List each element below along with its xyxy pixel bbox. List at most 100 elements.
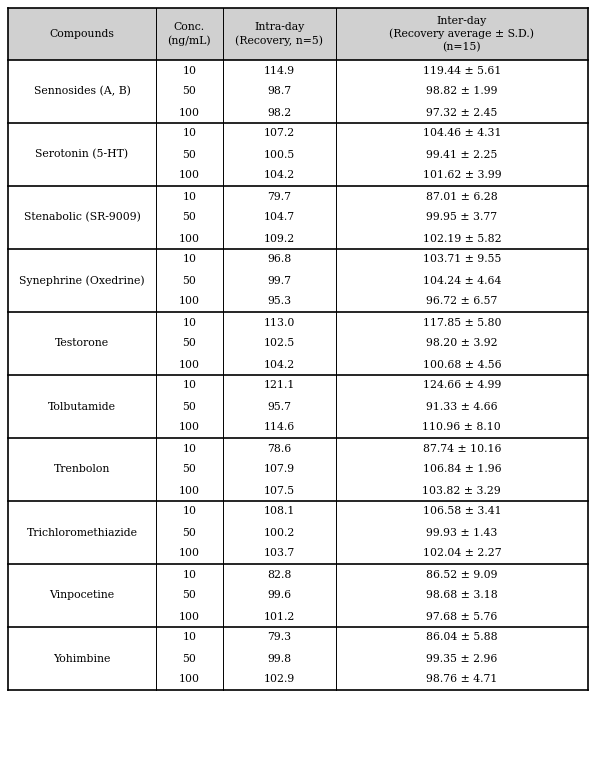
Text: 121.1: 121.1 bbox=[263, 381, 295, 391]
Text: 98.2: 98.2 bbox=[267, 107, 291, 118]
Text: 100.5: 100.5 bbox=[263, 150, 295, 160]
Text: 96.72 ± 6.57: 96.72 ± 6.57 bbox=[426, 296, 498, 306]
Text: 50: 50 bbox=[182, 276, 196, 286]
Text: 100: 100 bbox=[179, 233, 200, 243]
Text: 50: 50 bbox=[182, 591, 196, 600]
Text: 104.2: 104.2 bbox=[263, 359, 295, 369]
Text: 103.82 ± 3.29: 103.82 ± 3.29 bbox=[423, 486, 501, 496]
Text: 101.2: 101.2 bbox=[263, 612, 295, 622]
Text: 50: 50 bbox=[182, 150, 196, 160]
Text: 95.7: 95.7 bbox=[267, 401, 291, 411]
Text: 97.32 ± 2.45: 97.32 ± 2.45 bbox=[426, 107, 498, 118]
Text: 50: 50 bbox=[182, 654, 196, 663]
Text: 91.33 ± 4.66: 91.33 ± 4.66 bbox=[426, 401, 498, 411]
Text: 100: 100 bbox=[179, 612, 200, 622]
Text: 98.7: 98.7 bbox=[267, 87, 291, 97]
Text: 100: 100 bbox=[179, 423, 200, 432]
Text: 50: 50 bbox=[182, 401, 196, 411]
Text: 98.20 ± 3.92: 98.20 ± 3.92 bbox=[426, 338, 498, 349]
Text: 86.04 ± 5.88: 86.04 ± 5.88 bbox=[426, 632, 498, 642]
Text: Intra-day
(Recovery, n=5): Intra-day (Recovery, n=5) bbox=[235, 23, 323, 46]
Text: 107.2: 107.2 bbox=[263, 128, 295, 138]
Text: 99.93 ± 1.43: 99.93 ± 1.43 bbox=[426, 527, 498, 537]
Text: 102.9: 102.9 bbox=[263, 675, 295, 685]
Text: 10: 10 bbox=[182, 569, 196, 579]
Text: 99.95 ± 3.77: 99.95 ± 3.77 bbox=[426, 213, 498, 223]
Text: 117.85 ± 5.80: 117.85 ± 5.80 bbox=[423, 318, 501, 328]
Text: 124.66 ± 4.99: 124.66 ± 4.99 bbox=[423, 381, 501, 391]
Text: 96.8: 96.8 bbox=[267, 255, 291, 264]
Text: 100: 100 bbox=[179, 107, 200, 118]
Text: 106.84 ± 1.96: 106.84 ± 1.96 bbox=[423, 464, 501, 474]
Text: 99.6: 99.6 bbox=[267, 591, 291, 600]
Text: 79.3: 79.3 bbox=[267, 632, 291, 642]
Text: 97.68 ± 5.76: 97.68 ± 5.76 bbox=[426, 612, 498, 622]
Text: 100: 100 bbox=[179, 296, 200, 306]
Text: 100.2: 100.2 bbox=[263, 527, 295, 537]
Text: Conc.
(ng/mL): Conc. (ng/mL) bbox=[167, 23, 211, 46]
Text: 50: 50 bbox=[182, 527, 196, 537]
Text: 50: 50 bbox=[182, 338, 196, 349]
Text: 98.68 ± 3.18: 98.68 ± 3.18 bbox=[426, 591, 498, 600]
Text: 100: 100 bbox=[179, 359, 200, 369]
Text: 100: 100 bbox=[179, 549, 200, 559]
Text: 50: 50 bbox=[182, 464, 196, 474]
Text: Inter-day
(Recovery average ± S.D.)
(n=15): Inter-day (Recovery average ± S.D.) (n=1… bbox=[389, 16, 535, 52]
Text: Compounds: Compounds bbox=[49, 29, 114, 39]
Text: 95.3: 95.3 bbox=[267, 296, 291, 306]
Text: 87.01 ± 6.28: 87.01 ± 6.28 bbox=[426, 192, 498, 201]
Text: 50: 50 bbox=[182, 213, 196, 223]
Text: 119.44 ± 5.61: 119.44 ± 5.61 bbox=[423, 65, 501, 75]
Text: Yohimbine: Yohimbine bbox=[53, 654, 111, 663]
Text: 100.68 ± 4.56: 100.68 ± 4.56 bbox=[423, 359, 501, 369]
Text: 108.1: 108.1 bbox=[263, 506, 295, 517]
Text: 87.74 ± 10.16: 87.74 ± 10.16 bbox=[423, 444, 501, 454]
Text: 10: 10 bbox=[182, 632, 196, 642]
Text: 102.5: 102.5 bbox=[263, 338, 295, 349]
Text: 50: 50 bbox=[182, 87, 196, 97]
Text: 107.9: 107.9 bbox=[263, 464, 294, 474]
Text: 104.7: 104.7 bbox=[263, 213, 294, 223]
Text: Stenabolic (SR-9009): Stenabolic (SR-9009) bbox=[23, 212, 141, 223]
Text: 10: 10 bbox=[182, 192, 196, 201]
Text: 99.7: 99.7 bbox=[267, 276, 291, 286]
Text: Tolbutamide: Tolbutamide bbox=[48, 401, 116, 411]
Text: 102.04 ± 2.27: 102.04 ± 2.27 bbox=[423, 549, 501, 559]
Text: 100: 100 bbox=[179, 486, 200, 496]
Text: Serotonin (5-HT): Serotonin (5-HT) bbox=[35, 150, 129, 160]
Text: 113.0: 113.0 bbox=[263, 318, 295, 328]
Text: 104.2: 104.2 bbox=[263, 170, 295, 181]
Text: 110.96 ± 8.10: 110.96 ± 8.10 bbox=[423, 423, 501, 432]
Text: 98.82 ± 1.99: 98.82 ± 1.99 bbox=[426, 87, 498, 97]
Text: 109.2: 109.2 bbox=[263, 233, 295, 243]
Text: 10: 10 bbox=[182, 381, 196, 391]
Text: 10: 10 bbox=[182, 128, 196, 138]
Text: 86.52 ± 9.09: 86.52 ± 9.09 bbox=[426, 569, 498, 579]
Text: 10: 10 bbox=[182, 65, 196, 75]
Text: 10: 10 bbox=[182, 506, 196, 517]
Text: 101.62 ± 3.99: 101.62 ± 3.99 bbox=[423, 170, 501, 181]
Text: 107.5: 107.5 bbox=[263, 486, 294, 496]
Text: Trichloromethiazide: Trichloromethiazide bbox=[26, 527, 138, 537]
Text: 104.46 ± 4.31: 104.46 ± 4.31 bbox=[423, 128, 501, 138]
Text: 99.35 ± 2.96: 99.35 ± 2.96 bbox=[426, 654, 498, 663]
Text: 10: 10 bbox=[182, 318, 196, 328]
Text: 103.71 ± 9.55: 103.71 ± 9.55 bbox=[423, 255, 501, 264]
Text: Trenbolon: Trenbolon bbox=[54, 464, 110, 474]
Text: 82.8: 82.8 bbox=[267, 569, 291, 579]
Text: 99.41 ± 2.25: 99.41 ± 2.25 bbox=[426, 150, 498, 160]
Text: 103.7: 103.7 bbox=[263, 549, 295, 559]
Text: 98.76 ± 4.71: 98.76 ± 4.71 bbox=[426, 675, 498, 685]
Text: 100: 100 bbox=[179, 170, 200, 181]
Text: 104.24 ± 4.64: 104.24 ± 4.64 bbox=[423, 276, 501, 286]
Text: 78.6: 78.6 bbox=[267, 444, 291, 454]
Text: 10: 10 bbox=[182, 444, 196, 454]
Text: 106.58 ± 3.41: 106.58 ± 3.41 bbox=[423, 506, 501, 517]
Bar bbox=[8, 8, 588, 60]
Text: 79.7: 79.7 bbox=[267, 192, 291, 201]
Text: 114.9: 114.9 bbox=[263, 65, 294, 75]
Text: 114.6: 114.6 bbox=[263, 423, 295, 432]
Text: Vinpocetine: Vinpocetine bbox=[49, 591, 114, 600]
Text: Testorone: Testorone bbox=[55, 338, 109, 349]
Text: Sennosides (A, B): Sennosides (A, B) bbox=[33, 87, 131, 97]
